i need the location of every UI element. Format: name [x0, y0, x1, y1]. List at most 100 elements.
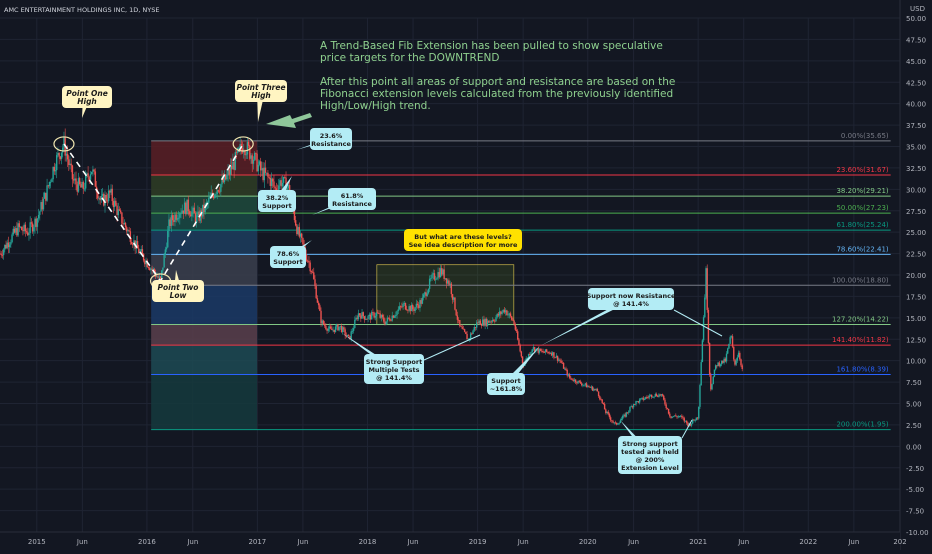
candle-body: [6, 242, 8, 249]
candle-body: [576, 382, 578, 384]
callout-levels-question: [404, 229, 522, 251]
x-tick-label: Jun: [296, 538, 308, 546]
candle-body: [696, 417, 699, 419]
candle-body: [539, 348, 542, 351]
candle-body: [647, 397, 649, 399]
candle-body: [381, 315, 384, 318]
candle-body: [232, 161, 234, 170]
candle-body: [593, 389, 595, 391]
candle-body: [444, 278, 447, 280]
candle-body: [733, 346, 735, 360]
candle-body: [670, 416, 672, 418]
callout-point-three-high: [235, 80, 287, 102]
candle-body: [537, 348, 539, 353]
candle-body: [415, 303, 418, 308]
candle-body: [28, 233, 30, 236]
candle-body: [518, 339, 520, 346]
fib-level-label: 78.60%(22.41): [836, 245, 888, 253]
candle-body: [138, 248, 140, 254]
candle-body: [713, 369, 716, 377]
candle-body: [484, 318, 486, 326]
candle-body: [441, 268, 443, 275]
candle-body: [262, 168, 264, 181]
candle-body: [49, 181, 52, 183]
candle-body: [566, 370, 568, 376]
candle-body: [507, 314, 509, 316]
candle-body: [654, 394, 657, 397]
candle-body: [700, 362, 702, 386]
candle-body: [146, 260, 148, 268]
candle-body: [555, 355, 558, 358]
y-tick-label: 30.00: [906, 186, 926, 194]
y-tick-label: 12.50: [906, 336, 926, 344]
candle-body: [449, 283, 451, 285]
candle-body: [54, 170, 57, 172]
candle-body: [156, 276, 158, 278]
candle-body: [717, 362, 719, 367]
candle-body: [567, 374, 570, 376]
candle-body: [91, 171, 93, 175]
callout-text: See idea description for more: [409, 241, 518, 249]
candle-body: [98, 197, 100, 199]
candle-body: [585, 383, 588, 388]
candle-body: [13, 228, 16, 233]
candle-body: [596, 388, 599, 392]
candle-body: [628, 411, 630, 413]
x-tick-label: 2016: [138, 538, 156, 546]
candle-body: [404, 303, 407, 310]
candle-body: [301, 233, 303, 238]
candle-body: [543, 352, 545, 353]
candle-body: [192, 207, 194, 212]
candle-body: [358, 313, 361, 316]
callout-text: Extension Level: [621, 464, 679, 472]
candle-body: [503, 309, 506, 313]
candle-body: [483, 319, 485, 326]
y-tick-label: -7.50: [906, 508, 924, 516]
candle-body: [398, 306, 401, 310]
candle-body: [512, 319, 514, 321]
candle-body: [559, 359, 561, 361]
fib-level-label: 0.00%(35.65): [841, 132, 889, 140]
candle-body: [443, 269, 445, 279]
candle-body: [183, 202, 186, 214]
candle-body: [325, 325, 327, 329]
candle-body: [261, 168, 263, 171]
candle-body: [660, 394, 663, 396]
candle-body: [701, 340, 704, 363]
candle-body: [123, 222, 126, 225]
candle-body: [478, 320, 480, 324]
candle-body: [239, 144, 241, 148]
candle-body: [147, 267, 150, 269]
candle-body: [215, 193, 217, 195]
fib-zone: [151, 230, 258, 255]
candle-body: [374, 316, 377, 318]
currency-label: USD: [910, 5, 925, 13]
candle-body: [624, 414, 626, 417]
candle-body: [386, 317, 389, 322]
candle-body: [600, 399, 602, 401]
candle-body: [492, 320, 495, 321]
candle-body: [666, 408, 669, 409]
candle-body: [413, 309, 415, 311]
candle-body: [579, 381, 582, 384]
candle-body: [675, 415, 677, 417]
candle-body: [222, 177, 224, 183]
x-tick-label: Jun: [627, 538, 639, 546]
candle-body: [453, 297, 455, 300]
candle-body: [7, 242, 10, 248]
callout-text: 78.6%: [277, 250, 300, 258]
candle-body: [331, 328, 333, 331]
candle-body: [77, 178, 80, 192]
candle-body: [702, 317, 705, 341]
candle-body: [421, 297, 424, 304]
candle-body: [141, 249, 144, 254]
fib-note-line: High/Low/High trend.: [320, 100, 431, 112]
callout-text: @ 141.4%: [376, 374, 412, 382]
candle-body: [203, 204, 205, 213]
candle-body: [649, 394, 652, 396]
candle-body: [640, 398, 642, 400]
callout-text: Support: [262, 202, 291, 210]
candle-body: [253, 153, 256, 160]
